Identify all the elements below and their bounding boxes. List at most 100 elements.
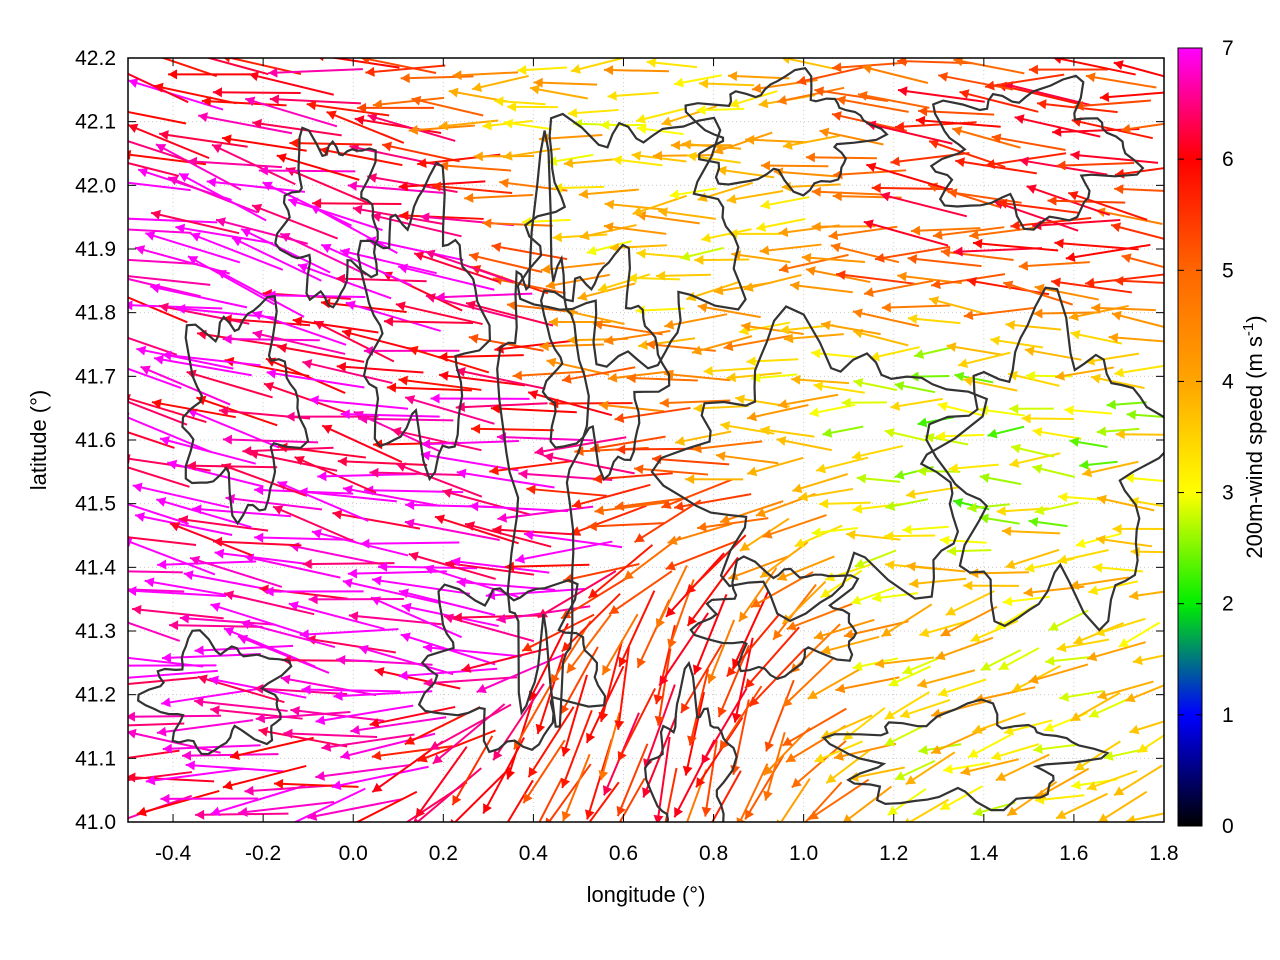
wind-arrow (155, 143, 242, 191)
wind-arrow (819, 498, 871, 509)
wind-arrow (194, 644, 294, 656)
wind-arrow (156, 719, 254, 737)
x-tick-label: 0.0 (339, 842, 368, 865)
wind-arrow (383, 316, 474, 327)
wind-arrow (371, 745, 453, 761)
wind-arrow (404, 395, 495, 425)
y-tick-label: 42.0 (75, 174, 116, 197)
wind-arrow (461, 647, 548, 673)
terrain-contour (925, 286, 1164, 632)
terrain-contour (650, 305, 989, 623)
wind-arrow (1085, 352, 1140, 366)
x-tick-label: 0.6 (609, 842, 638, 865)
wind-arrow (231, 236, 322, 282)
terrain-contour (929, 74, 1145, 231)
wind-arrow (293, 787, 366, 822)
wind-arrow (567, 108, 619, 118)
wind-arrow (318, 58, 400, 69)
wind-arrow (552, 232, 608, 243)
wind-arrow (811, 348, 860, 359)
wind-arrow (128, 536, 197, 547)
wind-arrow (425, 249, 514, 283)
wind-arrow (780, 58, 836, 70)
wind-arrow (1118, 621, 1161, 648)
terrain-contour (496, 130, 590, 728)
wind-arrow (856, 473, 901, 484)
wind-arrow (128, 728, 221, 754)
wind-arrow (212, 87, 301, 98)
wind-arrow (264, 586, 364, 597)
wind-arrow (299, 628, 399, 640)
wind-arrow (608, 570, 673, 615)
wind-arrow (862, 63, 929, 84)
wind-arrow (1086, 769, 1138, 791)
wind-arrow (697, 302, 761, 319)
wind-arrow (874, 245, 951, 263)
wind-arrow (851, 444, 904, 461)
wind-arrow (350, 716, 447, 735)
wind-arrow (759, 243, 822, 256)
wind-arrow (205, 58, 269, 76)
wind-arrow (1096, 494, 1155, 512)
wind-arrow (603, 222, 667, 235)
wind-arrow (885, 498, 929, 511)
wind-arrow (302, 559, 395, 570)
wind-arrow (697, 517, 769, 532)
x-tick-label: 1.2 (879, 842, 908, 865)
wind-arrow (294, 456, 377, 494)
wind-arrow (128, 431, 175, 449)
wind-arrow (355, 790, 418, 822)
wind-arrow (902, 524, 949, 535)
wind-arrow (746, 456, 804, 477)
wind-arrow (719, 500, 784, 525)
wind-arrow (145, 231, 241, 264)
wind-arrow (796, 64, 872, 86)
wind-arrow (470, 264, 549, 295)
wind-arrow (636, 248, 690, 259)
wind-arrow (745, 134, 807, 145)
wind-arrow (452, 612, 543, 623)
wind-arrow (938, 71, 1014, 91)
wind-arrow (252, 310, 347, 346)
wind-arrow (358, 413, 454, 424)
wind-arrow (696, 105, 745, 116)
x-axis-title: longitude (°) (587, 882, 706, 907)
wind-arrow (566, 613, 612, 674)
colorbar-tick-label: 2 (1222, 593, 1234, 616)
y-tick-label: 41.1 (75, 747, 116, 770)
wind-arrow (979, 473, 1022, 486)
wind-arrow (464, 521, 552, 548)
wind-arrow (614, 406, 691, 423)
wind-arrow (128, 162, 180, 177)
wind-arrow (128, 78, 224, 111)
terrain-contour (417, 579, 607, 754)
wind-arrow (1082, 460, 1139, 478)
wind-arrow (890, 152, 970, 167)
wind-arrow (937, 401, 985, 417)
wind-arrow (222, 764, 307, 790)
wind-arrow (729, 90, 778, 108)
wind-arrow (675, 430, 732, 446)
wind-arrow (181, 750, 279, 761)
wind-arrow (694, 255, 750, 266)
wind-arrow (1074, 99, 1151, 111)
terrain-contour (516, 112, 747, 370)
wind-arrow (1010, 443, 1055, 458)
wind-arrow (331, 765, 429, 791)
wind-arrow (1052, 58, 1136, 76)
wind-arrow (128, 570, 183, 574)
wind-arrow (1074, 740, 1121, 772)
wind-arrow (240, 619, 336, 649)
wind-arrow (970, 619, 1019, 643)
colorbar-gradient (1177, 47, 1203, 827)
wind-arrow (841, 397, 887, 408)
wind-arrow (332, 509, 421, 530)
wind-arrow (273, 778, 359, 789)
wind-arrow (1059, 689, 1104, 702)
wind-arrow (601, 613, 639, 676)
wind-arrow (546, 357, 610, 376)
wind-arrow (391, 426, 482, 452)
wind-arrow (153, 354, 252, 377)
wind-arrow (434, 514, 519, 545)
wind-arrow (972, 712, 1026, 734)
